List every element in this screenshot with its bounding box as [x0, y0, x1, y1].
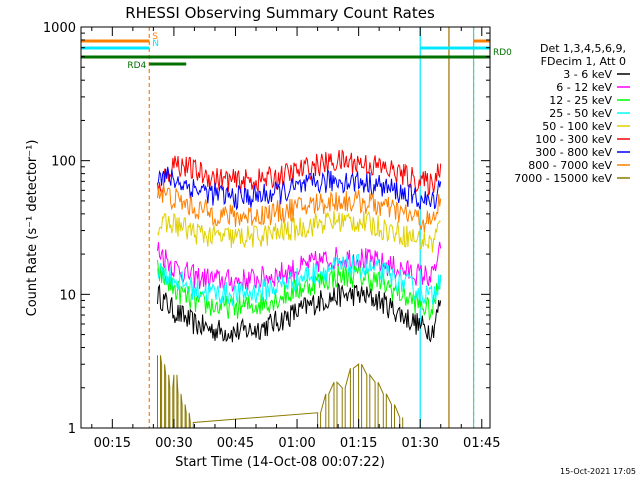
x-tick-label: 01:45	[463, 436, 500, 451]
x-tick-labels: 00:15 00:30 00:45 01:00 01:15 01:30 01:45	[94, 436, 501, 451]
series-line-3	[157, 253, 442, 306]
y-tick-label: 100	[51, 155, 76, 170]
x-tick-label: 01:00	[278, 436, 315, 451]
series-line-2	[157, 259, 442, 321]
series-line-4	[157, 210, 441, 253]
legend-label: 50 - 100 keV	[542, 120, 612, 133]
legend-label: 12 - 25 keV	[549, 94, 612, 107]
y-tick-label: 1	[68, 422, 76, 437]
series-line-7	[157, 184, 442, 233]
y-tick-label: 1000	[43, 21, 76, 36]
plot-frame	[80, 26, 491, 429]
x-tick-label: 01:15	[340, 436, 377, 451]
legend-label: 100 - 300 keV	[535, 133, 612, 146]
y-tick-label: 10	[59, 288, 76, 303]
flag-label-s: S	[152, 32, 158, 42]
series-line-6	[157, 166, 442, 211]
flag-label-rd0: RD0	[493, 48, 512, 58]
x-tick-label: 00:15	[94, 436, 131, 451]
plot-timestamp: 15-Oct-2021 17:05	[560, 467, 636, 476]
legend-header-line: Det 1,3,4,5,6,9,	[540, 42, 626, 55]
flag-bars: SN RD0 RD4	[81, 32, 512, 71]
x-axis-label: Start Time (14-Oct-08 00:07:22)	[175, 455, 385, 470]
y-tick-labels: 1 10 100 1000	[43, 21, 76, 437]
legend: Det 1,3,4,5,6,9,FDecim 1, Att 03 - 6 keV…	[514, 42, 630, 185]
legend-label: 300 - 800 keV	[535, 146, 612, 159]
flag-label-n: N	[152, 39, 159, 49]
flag-label-rd4: RD4	[127, 61, 146, 71]
legend-label: 6 - 12 keV	[556, 81, 612, 94]
axis-ticks	[81, 27, 490, 429]
y-axis-label: Count Rate (s⁻¹ detector⁻¹)	[25, 140, 40, 317]
x-tick-label: 00:45	[217, 436, 254, 451]
legend-header-line: FDecim 1, Att 0	[541, 55, 626, 68]
series-line-0	[157, 281, 442, 343]
series-line-1	[157, 241, 442, 292]
series-line-5	[157, 149, 442, 197]
legend-label: 25 - 50 keV	[549, 107, 612, 120]
legend-label: 800 - 7000 keV	[528, 159, 612, 172]
legend-label: 3 - 6 keV	[563, 68, 612, 81]
x-tick-label: 01:30	[401, 436, 438, 451]
x-tick-label: 00:30	[155, 436, 192, 451]
legend-label: 7000 - 15000 keV	[514, 172, 612, 185]
chart-title: RHESSI Observing Summary Count Rates	[125, 4, 435, 22]
